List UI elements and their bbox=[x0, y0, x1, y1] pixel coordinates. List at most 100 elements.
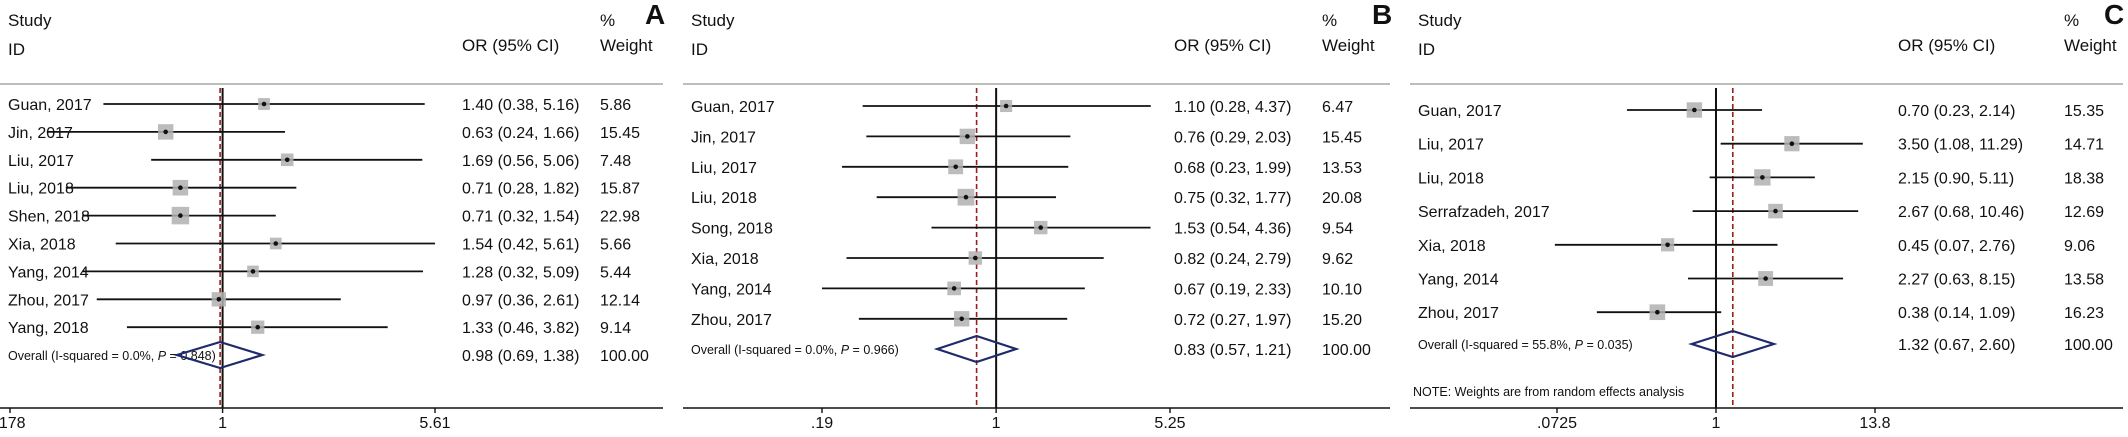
study-row: Zhou, 2017 0.72 (0.27, 1.97) 15.20 bbox=[691, 311, 1362, 329]
study-row: Song, 2018 1.53 (0.54, 4.36) 9.54 bbox=[691, 221, 1353, 238]
weight-value: 22.98 bbox=[600, 209, 640, 226]
or-ci-value: 0.97 (0.36, 2.61) bbox=[462, 292, 579, 309]
forest-panel-a: Study ID OR (95% CI)% Weight A Guan, 2017 1.40… bbox=[0, 0, 665, 432]
point-estimate-marker bbox=[965, 134, 970, 139]
study-row: Guan, 2017 1.40 (0.38, 5.16) 5.86 bbox=[8, 97, 631, 114]
study-label: Liu, 2018 bbox=[691, 190, 757, 207]
x-tick-label: 5.25 bbox=[1154, 415, 1185, 432]
study-row: Zhou, 2017 0.38 (0.14, 1.09) 16.23 bbox=[1418, 304, 2104, 322]
study-label: Yang, 2014 bbox=[8, 264, 89, 281]
footnote: NOTE: Weights are from random effects an… bbox=[1413, 385, 1684, 399]
study-label: Liu, 2018 bbox=[8, 181, 74, 198]
study-row: Shen, 2018 0.71 (0.32, 1.54) 22.98 bbox=[8, 206, 640, 226]
study-label: Yang, 2018 bbox=[8, 320, 89, 337]
or-ci-value: 0.82 (0.24, 2.79) bbox=[1174, 251, 1291, 268]
or-ci-value: 0.70 (0.23, 2.14) bbox=[1898, 103, 2015, 120]
x-tick-label: .178 bbox=[0, 415, 26, 432]
study-label: Liu, 2018 bbox=[1418, 170, 1484, 187]
point-estimate-marker bbox=[959, 316, 964, 322]
point-estimate-marker bbox=[261, 101, 267, 107]
point-estimate-marker bbox=[1655, 309, 1660, 315]
study-row: Liu, 2018 0.75 (0.32, 1.77) 20.08 bbox=[691, 188, 1362, 207]
weight-value: 15.35 bbox=[2064, 103, 2104, 120]
study-row: Guan, 2017 0.70 (0.23, 2.14) 15.35 bbox=[1418, 102, 2104, 120]
study-label: Guan, 2017 bbox=[691, 99, 775, 116]
header-id: ID bbox=[1418, 40, 1435, 59]
weight-value: 5.66 bbox=[600, 237, 631, 254]
header-or-ci: OR (95% CI) bbox=[462, 36, 559, 55]
x-tick-label: .19 bbox=[811, 415, 833, 432]
point-estimate-marker bbox=[1789, 141, 1795, 146]
overall-diamond bbox=[173, 340, 266, 370]
study-row: Yang, 2014 1.28 (0.32, 5.09) 5.44 bbox=[8, 264, 631, 281]
overall-label: Overall (I-squared = 0.0%, P = 0.966) bbox=[691, 343, 899, 357]
study-label: Guan, 2017 bbox=[1418, 103, 1502, 120]
study-row: Guan, 2017 1.10 (0.28, 4.37) 6.47 bbox=[691, 99, 1353, 116]
study-label: Yang, 2014 bbox=[691, 281, 772, 298]
header-or-ci: OR (95% CI) bbox=[1174, 36, 1271, 55]
weight-value: 18.38 bbox=[2064, 170, 2104, 187]
study-label: Liu, 2017 bbox=[1418, 137, 1484, 154]
forest-panel-c: Study ID OR (95% CI)% Weight C Guan, 2017 0.70… bbox=[1410, 0, 2124, 432]
overall-or-ci-value: 1.32 (0.67, 2.60) bbox=[1898, 337, 2015, 354]
or-ci-value: 0.45 (0.07, 2.76) bbox=[1898, 238, 2015, 255]
or-ci-value: 0.76 (0.29, 2.03) bbox=[1174, 129, 1291, 146]
weight-value: 9.62 bbox=[1322, 251, 1353, 268]
study-label: Zhou, 2017 bbox=[1418, 305, 1499, 322]
study-label: Yang, 2014 bbox=[1418, 272, 1499, 289]
point-estimate-marker bbox=[1003, 103, 1009, 109]
overall-weight-value: 100.00 bbox=[1322, 342, 1371, 359]
weight-value: 13.58 bbox=[2064, 272, 2104, 289]
x-tick-label: 5.61 bbox=[419, 415, 450, 432]
x-tick-label: 13.8 bbox=[1859, 415, 1890, 432]
study-label: Zhou, 2017 bbox=[691, 312, 772, 329]
point-estimate-marker bbox=[250, 269, 256, 274]
study-label: Xia, 2018 bbox=[1418, 238, 1486, 255]
weight-value: 5.86 bbox=[600, 97, 631, 114]
or-ci-value: 2.27 (0.63, 8.15) bbox=[1898, 272, 2015, 289]
weight-value: 12.69 bbox=[2064, 204, 2104, 221]
or-ci-value: 1.10 (0.28, 4.37) bbox=[1174, 99, 1291, 116]
study-row: Jin, 2017 0.76 (0.29, 2.03) 15.45 bbox=[691, 128, 1362, 146]
study-label: Jin, 2017 bbox=[8, 125, 73, 142]
or-ci-value: 0.71 (0.28, 1.82) bbox=[462, 181, 579, 198]
study-label: Zhou, 2017 bbox=[8, 292, 89, 309]
weight-value: 20.08 bbox=[1322, 190, 1362, 207]
or-ci-value: 2.15 (0.90, 5.11) bbox=[1898, 170, 2014, 187]
or-ci-value: 1.33 (0.46, 3.82) bbox=[462, 320, 579, 337]
study-row: Liu, 2018 2.15 (0.90, 5.11) 18.38 bbox=[1418, 169, 2104, 187]
study-row: Liu, 2017 0.68 (0.23, 1.99) 13.53 bbox=[691, 159, 1362, 177]
or-ci-value: 2.67 (0.68, 10.46) bbox=[1898, 204, 2024, 221]
or-ci-value: 3.50 (1.08, 11.29) bbox=[1898, 137, 2023, 154]
overall-row: Overall (I-squared = 0.0%, P = 0.966) 0.8… bbox=[691, 334, 1371, 364]
weight-value: 16.23 bbox=[2064, 305, 2104, 322]
x-tick-label: 1 bbox=[992, 415, 1001, 432]
overall-or-ci-value: 0.98 (0.69, 1.38) bbox=[462, 348, 579, 365]
or-ci-value: 0.71 (0.32, 1.54) bbox=[462, 209, 579, 226]
point-estimate-marker bbox=[1038, 225, 1044, 230]
study-row: Xia, 2018 1.54 (0.42, 5.61) 5.66 bbox=[8, 237, 631, 254]
point-estimate-marker bbox=[973, 255, 978, 261]
point-estimate-marker bbox=[953, 164, 958, 170]
header-weight-percent: % bbox=[600, 11, 615, 30]
header-weight-percent: % bbox=[1322, 11, 1337, 30]
header-id: ID bbox=[8, 40, 25, 59]
point-estimate-marker bbox=[255, 324, 261, 330]
weight-value: 7.48 bbox=[600, 153, 631, 170]
point-estimate-marker bbox=[163, 129, 168, 135]
point-estimate-marker bbox=[1692, 107, 1697, 113]
study-row: Xia, 2018 0.45 (0.07, 2.76) 9.06 bbox=[1418, 238, 2095, 255]
header-weight-percent: % bbox=[2064, 11, 2079, 30]
header-study: Study bbox=[691, 11, 735, 30]
header-id: ID bbox=[691, 40, 708, 59]
study-row: Yang, 2014 2.27 (0.63, 8.15) 13.58 bbox=[1418, 271, 2104, 289]
study-label: Liu, 2017 bbox=[691, 160, 757, 177]
point-estimate-marker bbox=[178, 213, 183, 218]
or-ci-value: 1.69 (0.56, 5.06) bbox=[462, 153, 579, 170]
or-ci-value: 1.28 (0.32, 5.09) bbox=[462, 264, 579, 281]
x-tick-label: 1 bbox=[1712, 415, 1721, 432]
study-label: Liu, 2017 bbox=[8, 153, 74, 170]
weight-value: 9.14 bbox=[600, 320, 631, 337]
overall-label: Overall (I-squared = 0.0%, P = 0.848) bbox=[8, 349, 216, 363]
